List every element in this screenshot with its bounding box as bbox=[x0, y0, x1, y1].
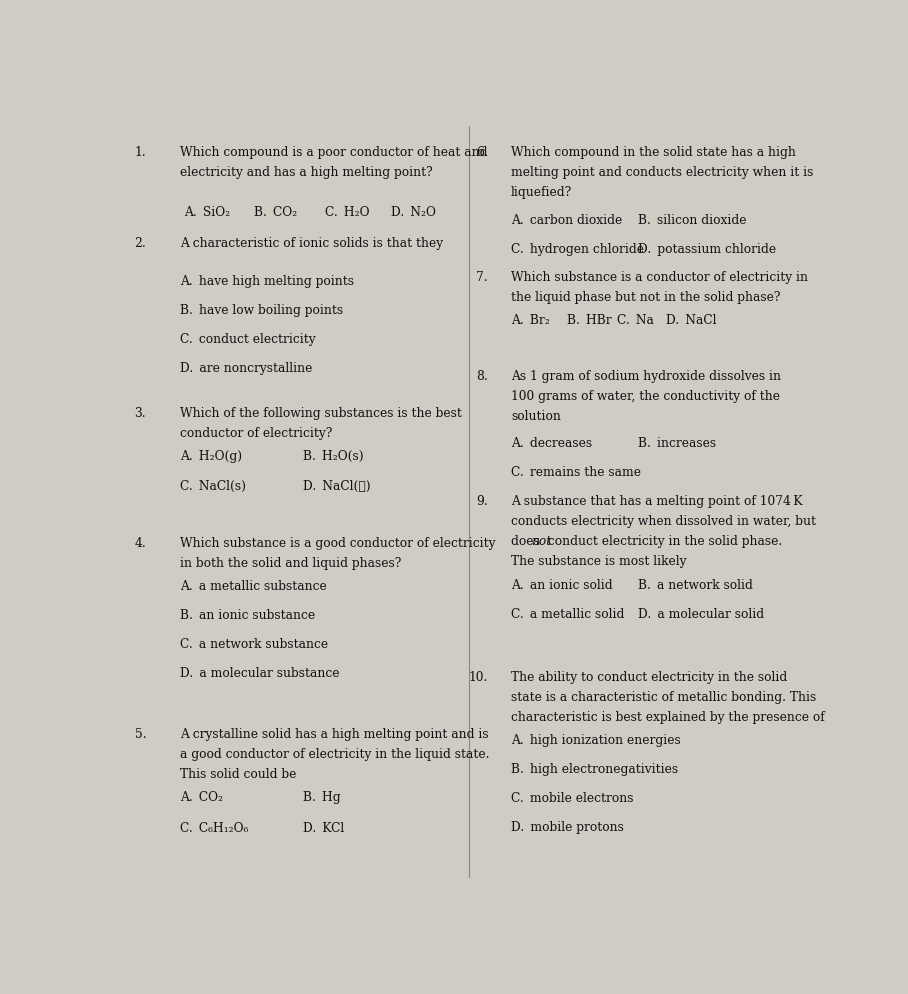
Text: D. NaCl: D. NaCl bbox=[666, 314, 716, 327]
Text: C. Na: C. Na bbox=[617, 314, 654, 327]
Text: A. H₂O(g): A. H₂O(g) bbox=[181, 449, 242, 462]
Text: a good conductor of electricity in the liquid state.: a good conductor of electricity in the l… bbox=[181, 747, 489, 760]
Text: C. a network substance: C. a network substance bbox=[181, 637, 329, 650]
Text: A. carbon dioxide: A. carbon dioxide bbox=[511, 214, 622, 227]
Text: Which substance is a conductor of electricity in: Which substance is a conductor of electr… bbox=[511, 270, 808, 284]
Text: Which substance is a good conductor of electricity: Which substance is a good conductor of e… bbox=[181, 537, 496, 550]
Text: A. Br₂: A. Br₂ bbox=[511, 314, 550, 327]
Text: conduct electricity in the solid phase.: conduct electricity in the solid phase. bbox=[544, 534, 782, 547]
Text: C. hydrogen chloride: C. hydrogen chloride bbox=[511, 243, 644, 255]
Text: 3.: 3. bbox=[134, 407, 146, 419]
Text: conducts electricity when dissolved in water, but: conducts electricity when dissolved in w… bbox=[511, 514, 816, 527]
Text: As 1 gram of sodium hydroxide dissolves in: As 1 gram of sodium hydroxide dissolves … bbox=[511, 370, 781, 383]
Text: D. a molecular substance: D. a molecular substance bbox=[181, 667, 340, 680]
Text: B. HBr: B. HBr bbox=[568, 314, 612, 327]
Text: state is a characteristic of metallic bonding. This: state is a characteristic of metallic bo… bbox=[511, 690, 816, 703]
Text: 5.: 5. bbox=[134, 728, 146, 741]
Text: A substance that has a melting point of 1074 K: A substance that has a melting point of … bbox=[511, 494, 803, 507]
Text: D. KCl: D. KCl bbox=[303, 821, 345, 834]
Text: not: not bbox=[531, 534, 552, 547]
Text: C. NaCl(s): C. NaCl(s) bbox=[181, 480, 246, 493]
Text: Which of the following substances is the best: Which of the following substances is the… bbox=[181, 407, 462, 419]
Text: B. high electronegativities: B. high electronegativities bbox=[511, 762, 678, 775]
Text: B. H₂O(s): B. H₂O(s) bbox=[303, 449, 364, 462]
Text: in both the solid and liquid phases?: in both the solid and liquid phases? bbox=[181, 557, 401, 570]
Text: C. H₂O: C. H₂O bbox=[325, 206, 370, 219]
Text: melting point and conducts electricity when it is: melting point and conducts electricity w… bbox=[511, 166, 814, 179]
Text: D. potassium chloride: D. potassium chloride bbox=[637, 243, 775, 255]
Text: The ability to conduct electricity in the solid: The ability to conduct electricity in th… bbox=[511, 670, 787, 683]
Text: C. a metallic solid: C. a metallic solid bbox=[511, 607, 625, 620]
Text: A characteristic of ionic solids is that they: A characteristic of ionic solids is that… bbox=[181, 237, 443, 249]
Text: B. silicon dioxide: B. silicon dioxide bbox=[637, 214, 746, 227]
Text: 2.: 2. bbox=[134, 237, 146, 249]
Text: A. have high melting points: A. have high melting points bbox=[181, 274, 354, 287]
Text: characteristic is best explained by the presence of: characteristic is best explained by the … bbox=[511, 710, 824, 724]
Text: A. SiO₂: A. SiO₂ bbox=[183, 206, 230, 219]
Text: 7.: 7. bbox=[476, 270, 488, 284]
Text: B. a network solid: B. a network solid bbox=[637, 579, 753, 591]
Text: does: does bbox=[511, 534, 544, 547]
Text: 100 grams of water, the conductivity of the: 100 grams of water, the conductivity of … bbox=[511, 390, 780, 403]
Text: 1.: 1. bbox=[134, 146, 146, 159]
Text: electricity and has a high melting point?: electricity and has a high melting point… bbox=[181, 166, 433, 179]
Text: 6.: 6. bbox=[476, 146, 488, 159]
Text: D. NaCl(ℓ): D. NaCl(ℓ) bbox=[303, 480, 371, 493]
Text: C. remains the same: C. remains the same bbox=[511, 466, 641, 479]
Text: B. CO₂: B. CO₂ bbox=[254, 206, 297, 219]
Text: This solid could be: This solid could be bbox=[181, 767, 297, 780]
Text: B. Hg: B. Hg bbox=[303, 790, 341, 803]
Text: A. decreases: A. decreases bbox=[511, 437, 592, 450]
Text: Which compound in the solid state has a high: Which compound in the solid state has a … bbox=[511, 146, 796, 159]
Text: D. mobile protons: D. mobile protons bbox=[511, 820, 624, 833]
Text: 8.: 8. bbox=[476, 370, 488, 383]
Text: D. N₂O: D. N₂O bbox=[391, 206, 437, 219]
Text: The substance is most likely: The substance is most likely bbox=[511, 554, 686, 567]
Text: A. a metallic substance: A. a metallic substance bbox=[181, 580, 327, 592]
Text: C. C₆H₁₂O₆: C. C₆H₁₂O₆ bbox=[181, 821, 249, 834]
Text: 9.: 9. bbox=[476, 494, 488, 507]
Text: the liquid phase but not in the solid phase?: the liquid phase but not in the solid ph… bbox=[511, 290, 781, 304]
Text: D. are noncrystalline: D. are noncrystalline bbox=[181, 362, 312, 375]
Text: A. an ionic solid: A. an ionic solid bbox=[511, 579, 613, 591]
Text: A. high ionization energies: A. high ionization energies bbox=[511, 734, 681, 746]
Text: B. an ionic substance: B. an ionic substance bbox=[181, 608, 315, 621]
Text: solution: solution bbox=[511, 410, 561, 422]
Text: B. have low boiling points: B. have low boiling points bbox=[181, 304, 343, 317]
Text: Which compound is a poor conductor of heat and: Which compound is a poor conductor of he… bbox=[181, 146, 488, 159]
Text: conductor of electricity?: conductor of electricity? bbox=[181, 426, 332, 439]
Text: A. CO₂: A. CO₂ bbox=[181, 790, 223, 803]
Text: 10.: 10. bbox=[469, 670, 489, 683]
Text: 4.: 4. bbox=[134, 537, 146, 550]
Text: A crystalline solid has a high melting point and is: A crystalline solid has a high melting p… bbox=[181, 728, 489, 741]
Text: C. mobile electrons: C. mobile electrons bbox=[511, 791, 634, 804]
Text: B. increases: B. increases bbox=[637, 437, 716, 450]
Text: D. a molecular solid: D. a molecular solid bbox=[637, 607, 764, 620]
Text: liquefied?: liquefied? bbox=[511, 186, 572, 199]
Text: C. conduct electricity: C. conduct electricity bbox=[181, 333, 316, 346]
